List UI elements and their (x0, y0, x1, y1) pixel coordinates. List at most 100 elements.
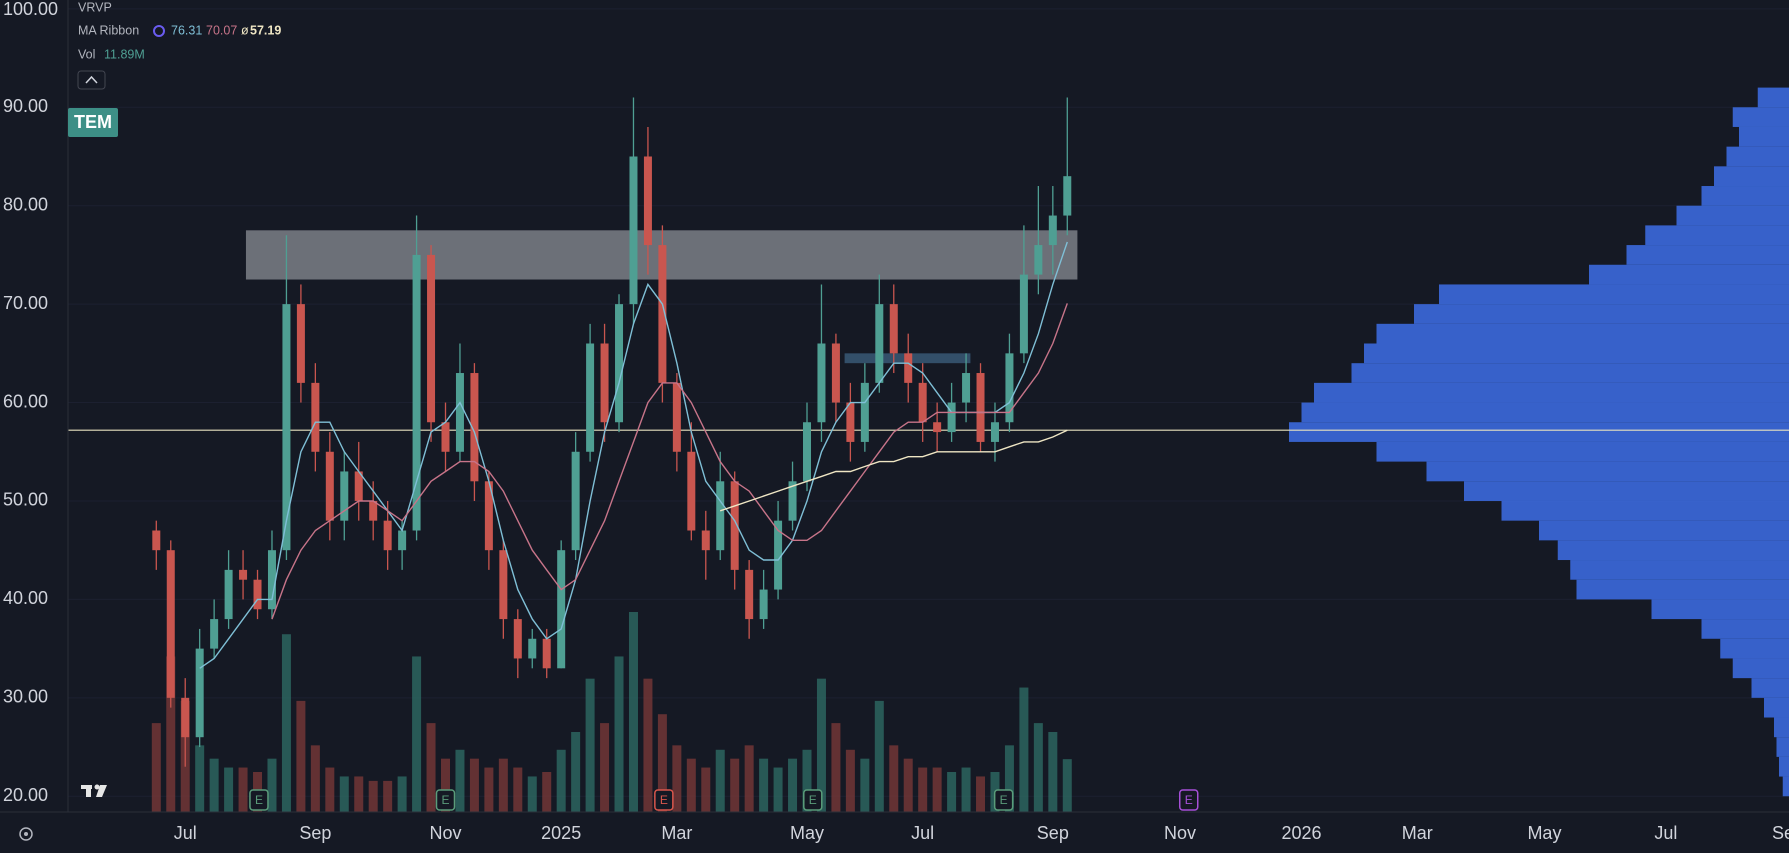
candle-body (1005, 353, 1014, 423)
candle-body (860, 382, 869, 442)
volume-bar (759, 758, 769, 812)
candle-body (817, 343, 826, 423)
volume-bar (701, 767, 711, 812)
candle-body (672, 382, 681, 452)
earnings-label: E (255, 793, 263, 807)
volume-bar (715, 749, 725, 812)
candle-body (441, 422, 450, 452)
candle-body (557, 550, 566, 669)
volume-bar (773, 767, 783, 812)
volume-bar (600, 723, 610, 812)
volume-bar (571, 732, 581, 812)
candle-body (470, 373, 479, 482)
candle-body (528, 638, 537, 659)
volume-bar (874, 700, 884, 812)
legend-separator: ø (241, 23, 249, 37)
candle-body (325, 451, 334, 521)
volume-profile-bar (1501, 500, 1789, 521)
volume-profile-bar (1764, 697, 1789, 718)
volume-bar (513, 767, 523, 812)
volume-profile-bar (1726, 146, 1789, 167)
candle-body (745, 569, 754, 620)
volume-bar (455, 749, 465, 812)
candle-body (340, 471, 349, 521)
volume-profile-bar (1376, 323, 1789, 344)
x-tick-label: Jul (911, 823, 934, 843)
candle-body (990, 422, 999, 442)
candle-body (875, 304, 884, 383)
moving-average-line (271, 303, 1068, 620)
earnings-label: E (809, 793, 817, 807)
earnings-marker[interactable] (249, 789, 269, 811)
earnings-label: E (1185, 793, 1193, 807)
earnings-marker[interactable] (435, 789, 456, 811)
volume-bar (238, 767, 248, 812)
candle-body (759, 589, 768, 620)
candle-body (181, 697, 190, 738)
candle-body (846, 402, 855, 442)
volume-bar (339, 776, 349, 812)
volume-profile-bar (1589, 264, 1789, 285)
legend-value: 11.89M (104, 47, 145, 61)
candle-body (484, 481, 493, 551)
earnings-marker[interactable] (993, 789, 1014, 811)
earnings-marker[interactable] (1178, 789, 1199, 811)
main-layer (152, 97, 1072, 767)
volume-profile-bar (1701, 186, 1789, 206)
volume-bar (614, 656, 624, 812)
candle-body (455, 373, 464, 452)
volume-bar (267, 758, 277, 812)
volume-bar (628, 612, 638, 812)
volume-bar (383, 780, 393, 812)
volume-profile-bar (1539, 520, 1789, 541)
volume-profile-bar (1570, 560, 1789, 580)
legend-value: 70.07 (206, 23, 237, 37)
earnings-label: E (660, 793, 668, 807)
candle-body (224, 569, 233, 620)
candle-body (586, 343, 595, 452)
volume-bar (469, 758, 479, 812)
volume-profile-bar (1701, 619, 1789, 639)
settings-icon[interactable] (19, 827, 33, 841)
volume-bar (441, 758, 450, 812)
candle-body (600, 343, 609, 423)
volume-bar (224, 767, 234, 812)
volume-bar (1033, 723, 1043, 812)
volume-bar (831, 723, 841, 812)
collapse-icon (85, 75, 98, 84)
candle-body (239, 569, 248, 580)
volume-profile-bar (1651, 599, 1789, 620)
candle-body (499, 550, 508, 620)
volume-bar (976, 776, 986, 812)
volume-bar (802, 749, 812, 812)
collapse-button[interactable] (77, 70, 106, 90)
candle-body (1063, 176, 1072, 216)
volume-bar (527, 776, 537, 812)
candle-body (1048, 215, 1057, 246)
candle-body (354, 471, 363, 501)
volume-profile-bar (1776, 737, 1789, 757)
volume-profile-bar (1376, 441, 1789, 462)
candle-body (904, 353, 913, 383)
y-tick-label: 90.00 (3, 96, 48, 116)
earnings-marker[interactable] (803, 789, 823, 811)
volume-bar (556, 749, 566, 812)
candle-body (730, 481, 739, 570)
y-tick-label: 20.00 (3, 785, 48, 805)
earnings-marker[interactable] (654, 789, 674, 811)
candle-body (267, 550, 276, 610)
volume-bar (845, 749, 855, 812)
volume-bar (412, 656, 422, 812)
candle-body (962, 373, 971, 403)
volume-bar (730, 758, 740, 812)
volume-bar (426, 723, 436, 812)
volume-bar (354, 776, 364, 812)
volume-bar (296, 700, 306, 812)
indicator-icon[interactable] (153, 25, 165, 37)
volume-profile-bar (1314, 382, 1789, 403)
candle-body (282, 304, 291, 551)
candle-body (615, 304, 624, 423)
volume-bar (310, 745, 320, 812)
volume-bar (1019, 687, 1029, 812)
